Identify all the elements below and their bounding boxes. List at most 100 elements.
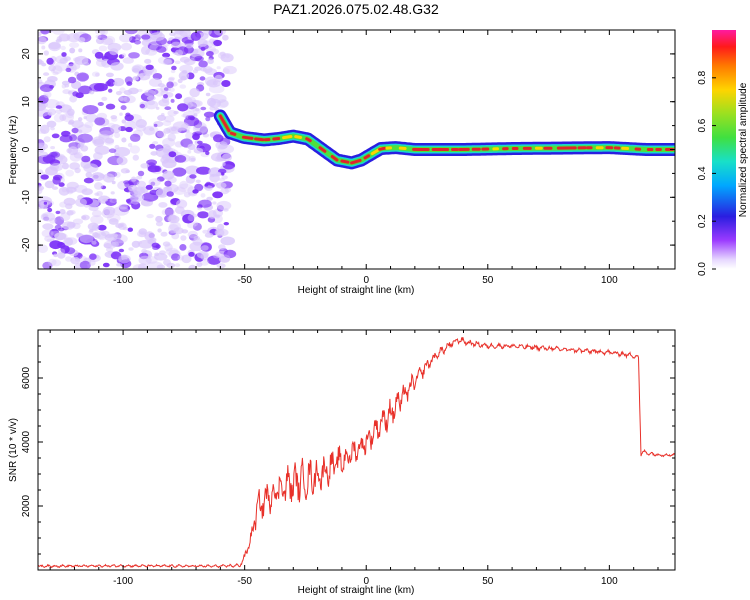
noise-blob	[181, 114, 188, 118]
noise-blob	[179, 84, 187, 89]
noise-blob	[123, 95, 136, 104]
noise-blob	[157, 83, 165, 88]
noise-blob	[220, 188, 230, 195]
noise-blob	[215, 229, 225, 237]
noise-blob	[224, 187, 232, 193]
noise-blob	[38, 244, 48, 253]
noise-blob	[163, 87, 169, 91]
noise-blob	[172, 167, 187, 177]
noise-blob	[89, 82, 105, 92]
noise-blob	[60, 177, 65, 183]
noise-blob	[174, 49, 184, 57]
noise-blob	[161, 208, 175, 216]
noise-blob	[216, 66, 221, 70]
noise-blob	[91, 210, 102, 218]
noise-blob	[192, 189, 199, 194]
noise-blob	[187, 222, 197, 229]
noise-blob	[50, 126, 55, 131]
noise-blob	[177, 183, 194, 193]
noise-blob	[149, 127, 155, 132]
noise-blob	[111, 180, 116, 185]
snr-plot-area	[38, 330, 675, 570]
colorbar-tick-label: 0.4	[697, 166, 708, 180]
noise-blob	[179, 64, 194, 73]
noise-blob	[54, 216, 65, 226]
noise-blob	[149, 143, 156, 149]
noise-blob	[77, 37, 86, 43]
noise-blob	[188, 264, 197, 269]
noise-blob	[116, 156, 128, 166]
noise-blob	[51, 30, 65, 35]
noise-blob	[82, 105, 99, 115]
noise-blob	[105, 81, 111, 87]
noise-blob	[222, 34, 229, 41]
noise-blob	[54, 232, 68, 241]
noise-blob	[150, 181, 156, 186]
noise-blob	[105, 72, 114, 78]
noise-blob	[170, 41, 182, 49]
noise-blob	[219, 99, 229, 108]
noise-blob	[188, 251, 195, 257]
noise-blob	[97, 231, 107, 241]
noise-blob	[205, 68, 217, 76]
noise-blob	[41, 45, 46, 50]
noise-blob	[121, 53, 126, 58]
noise-blob	[193, 147, 204, 154]
noise-blob	[164, 115, 175, 123]
noise-blob	[192, 124, 208, 134]
noise-blob	[69, 95, 77, 103]
noise-blob	[89, 228, 94, 233]
noise-blob	[145, 184, 153, 190]
noise-blob	[218, 178, 225, 182]
noise-blob	[193, 235, 200, 241]
noise-blob	[67, 108, 75, 116]
noise-blob	[204, 185, 213, 192]
noise-blob	[63, 237, 74, 246]
noise-blob	[221, 175, 228, 180]
noise-blob	[176, 199, 188, 209]
noise-blob	[190, 157, 196, 162]
noise-blob	[99, 30, 106, 35]
noise-blob	[154, 252, 160, 257]
noise-blob	[125, 198, 131, 203]
noise-blob	[155, 221, 164, 227]
signal-track-core	[294, 135, 303, 139]
noise-blob	[156, 264, 166, 269]
noise-blob	[162, 120, 172, 127]
noise-blob	[215, 141, 228, 150]
noise-blob	[76, 72, 89, 82]
noise-blob	[127, 87, 139, 95]
noise-blob	[38, 108, 50, 117]
noise-blob	[156, 176, 165, 182]
noise-blob	[43, 91, 52, 99]
signal-track-core	[229, 131, 237, 136]
noise-blob	[215, 214, 220, 219]
noise-blob	[216, 182, 227, 189]
noise-blob	[164, 180, 172, 187]
signal-track-core	[282, 135, 293, 140]
noise-blob	[90, 215, 104, 225]
noise-blob	[204, 232, 214, 238]
noise-blob	[67, 76, 77, 84]
spectrogram-y-axis-title: Frequency (Hz)	[8, 116, 19, 185]
snr-x-axis-title: Height of straight line (km)	[298, 585, 415, 596]
noise-blob	[150, 151, 158, 156]
noise-blob	[64, 84, 70, 88]
noise-blob	[160, 231, 168, 237]
noise-blob	[65, 169, 74, 177]
noise-blob	[208, 30, 223, 38]
noise-blob	[130, 193, 145, 202]
noise-blob	[132, 154, 139, 161]
noise-blob	[184, 43, 194, 49]
noise-blob	[38, 196, 52, 206]
noise-blob	[132, 264, 146, 269]
noise-blob	[42, 223, 54, 230]
colorbar: 0.0 0.2 0.4 0.6 0.8 Normalized spectral ampl…	[697, 30, 749, 276]
noise-blob	[66, 210, 74, 216]
noise-blob	[70, 256, 81, 265]
noise-blob	[162, 241, 171, 247]
noise-blob	[207, 255, 222, 265]
noise-blob	[218, 244, 226, 250]
noise-blob	[190, 31, 201, 41]
noise-blob	[196, 262, 203, 267]
